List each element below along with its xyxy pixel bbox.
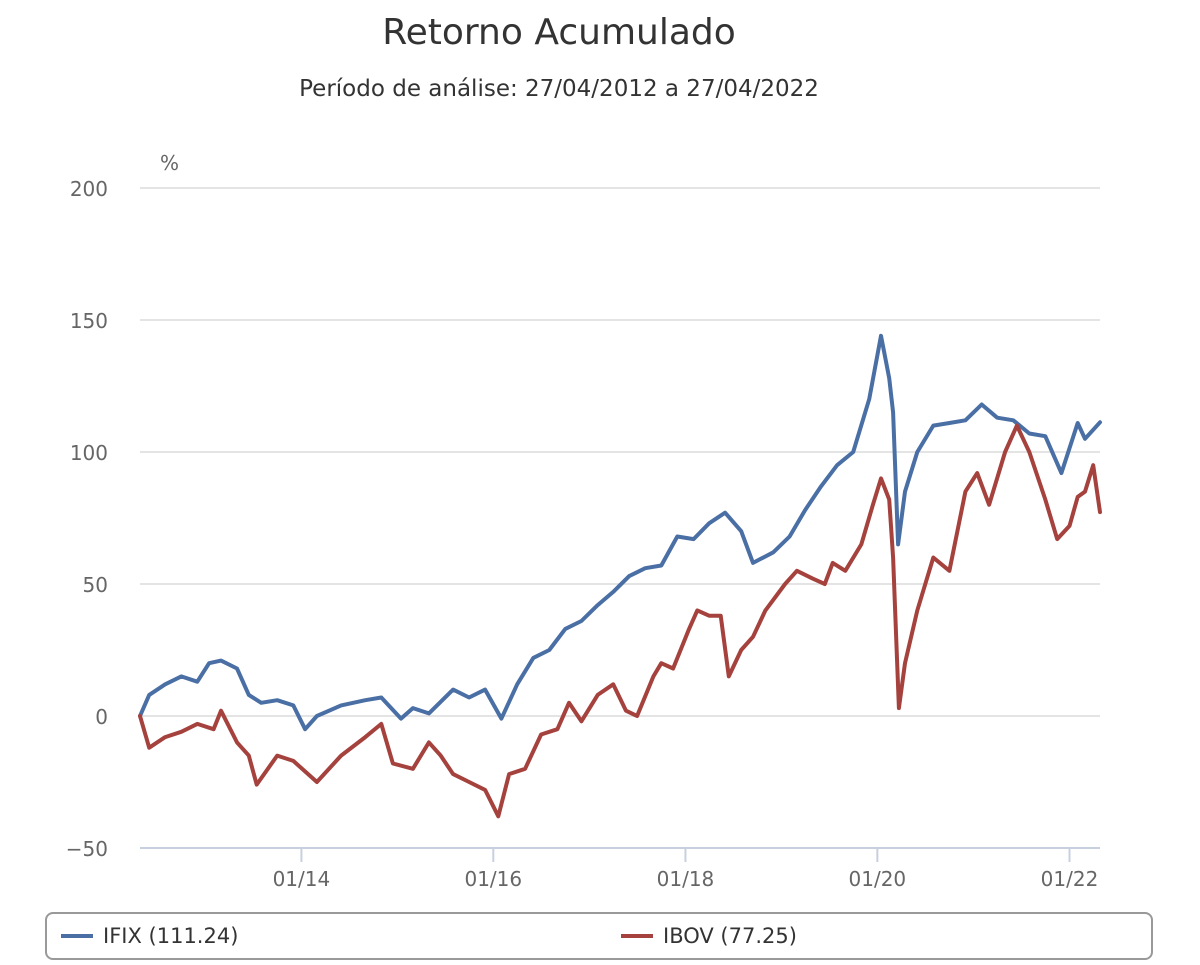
legend-label-ibov: IBOV (77.25) [663,924,797,948]
y-tick-label: 100 [70,441,108,465]
x-tick-label: 01/14 [273,867,331,891]
chart-subtitle: Período de análise: 27/04/2012 a 27/04/2… [299,76,819,102]
y-tick-label: −50 [66,837,108,861]
y-tick-label: 50 [83,573,108,597]
legend-swatch-ifix [61,934,93,938]
series-line-ifix[interactable] [138,333,1102,732]
x-tick-label: 01/20 [849,867,907,891]
x-tick-label: 01/18 [657,867,715,891]
legend-item-ibov[interactable]: IBOV (77.25) [621,914,797,958]
legend-swatch-ibov [621,934,653,938]
y-tick-label: 0 [95,705,108,729]
legend-label-ifix: IFIX (111.24) [103,924,239,948]
x-tick-label: 01/22 [1041,867,1099,891]
series-line-ibov[interactable] [138,423,1102,819]
chart-legend: IFIX (111.24) IBOV (77.25) [45,912,1153,960]
y-tick-label: 200 [70,177,108,201]
chart-title: Retorno Acumulado [382,12,736,53]
line-chart: −50 0 50 100 150 200 01/14 01/16 01/18 01/20 01/2… [66,151,1102,891]
legend-item-ifix[interactable]: IFIX (111.24) [61,914,238,958]
x-tick-label: 01/16 [464,867,522,891]
y-axis-label: % [160,151,179,175]
y-tick-label: 150 [70,309,108,333]
